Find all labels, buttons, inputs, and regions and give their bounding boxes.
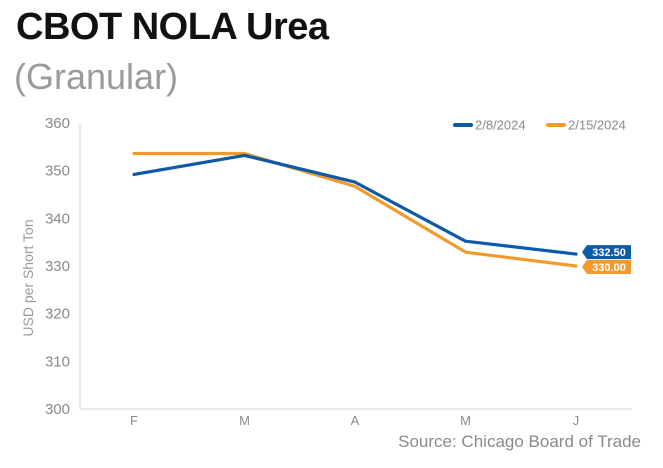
legend-label: 2/8/2024 (475, 118, 526, 133)
y-tick-label: 320 (45, 306, 70, 323)
x-tick-label: J (573, 413, 580, 428)
series-line-2 (132, 151, 578, 268)
y-tick-label: 340 (45, 210, 70, 227)
end-value-text: 330.00 (592, 262, 626, 274)
x-tick-label: M (460, 413, 471, 428)
y-tick-label: 330 (45, 258, 70, 275)
legend-item-1: 2/8/2024 (453, 118, 526, 133)
end-value-text: 332.50 (592, 247, 626, 259)
end-value-label-2: 330.00 (582, 260, 631, 274)
end-value-badge (582, 245, 631, 260)
end-value-badge (582, 260, 631, 274)
y-tick-label: 360 (45, 115, 70, 132)
end-value-label-1: 332.50 (582, 245, 631, 259)
y-axis-label: USD per Short Ton (20, 219, 36, 336)
x-tick-label: M (239, 413, 250, 428)
x-tick-label: F (130, 413, 138, 428)
source-note: Source: Chicago Board of Trade (398, 432, 641, 451)
legend-item-2: 2/15/2024 (546, 118, 626, 133)
legend-label: 2/15/2024 (568, 118, 626, 133)
y-tick-label: 300 (45, 401, 70, 418)
chart-title: CBOT NOLA Urea (16, 6, 329, 48)
y-tick-label: 310 (45, 353, 70, 370)
series-line-1 (132, 153, 578, 256)
y-tick-label: 350 (45, 163, 70, 180)
x-tick-label: A (351, 413, 360, 428)
chart-subtitle: (Granular) (14, 56, 179, 97)
